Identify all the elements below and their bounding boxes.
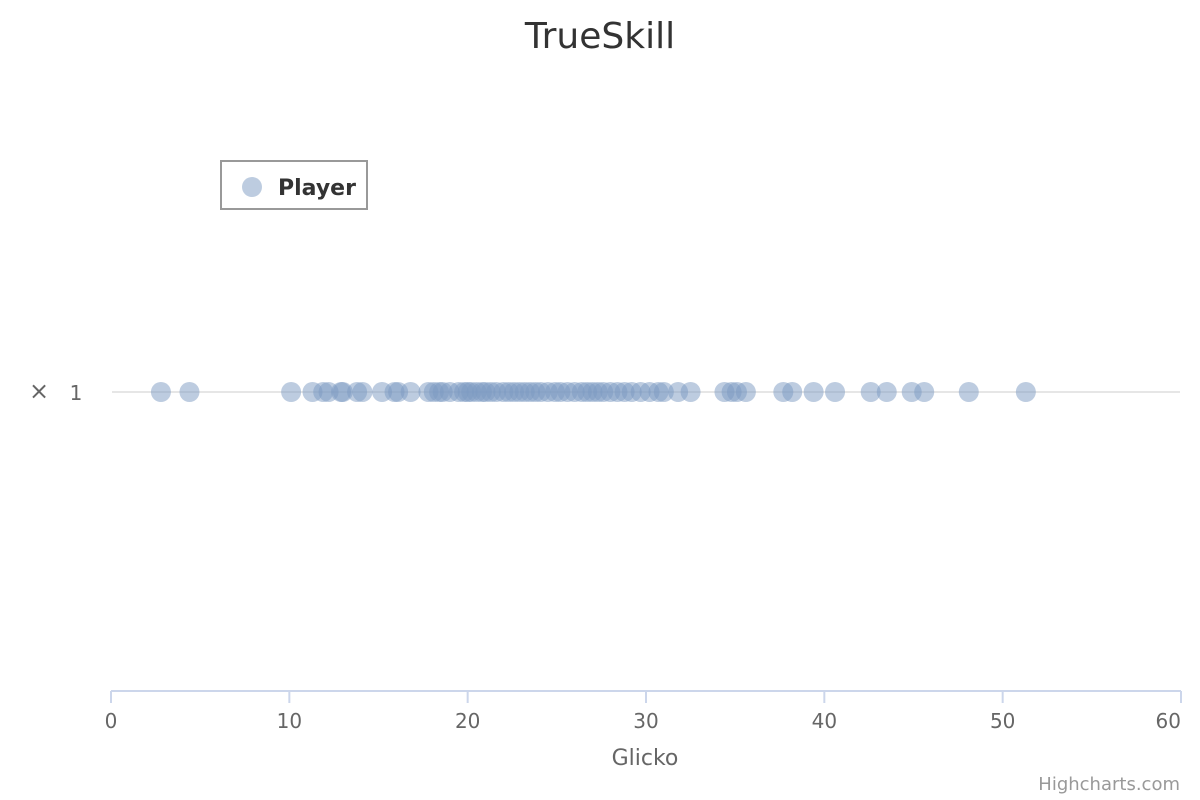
data-point[interactable] <box>803 382 824 402</box>
x-axis-ticks: 0 10 20 30 40 50 60 <box>105 691 1182 733</box>
data-point[interactable] <box>958 382 979 402</box>
y-axis-symbol: × <box>29 377 49 405</box>
data-point[interactable] <box>914 382 935 402</box>
chart-title: TrueSkill <box>524 16 675 57</box>
x-tick-label: 40 <box>812 709 837 733</box>
data-point[interactable] <box>860 382 881 402</box>
data-point[interactable] <box>876 382 897 402</box>
x-tick-label: 0 <box>105 709 118 733</box>
data-point[interactable] <box>352 382 373 402</box>
x-axis-title: Glicko <box>612 746 679 771</box>
x-tick-label: 20 <box>455 709 480 733</box>
credits-link[interactable]: Highcharts.com <box>1038 774 1180 795</box>
data-point[interactable] <box>281 382 302 402</box>
data-point[interactable] <box>332 382 353 402</box>
x-tick-label: 10 <box>277 709 302 733</box>
x-tick-label: 50 <box>990 709 1015 733</box>
legend-item-player[interactable]: Player <box>278 176 356 201</box>
series-player-points <box>150 382 1036 402</box>
legend-marker <box>242 177 262 197</box>
data-point[interactable] <box>400 382 421 402</box>
data-point[interactable] <box>825 382 846 402</box>
y-tick-label: 1 <box>70 381 83 405</box>
data-point[interactable] <box>150 382 171 402</box>
data-point[interactable] <box>1015 382 1036 402</box>
x-tick-label: 60 <box>1156 709 1181 733</box>
data-point[interactable] <box>735 382 756 402</box>
data-point[interactable] <box>680 382 701 402</box>
data-point[interactable] <box>653 382 674 402</box>
data-point[interactable] <box>782 382 803 402</box>
x-tick-label: 30 <box>633 709 658 733</box>
data-point[interactable] <box>179 382 200 402</box>
legend[interactable]: Player <box>220 160 368 210</box>
